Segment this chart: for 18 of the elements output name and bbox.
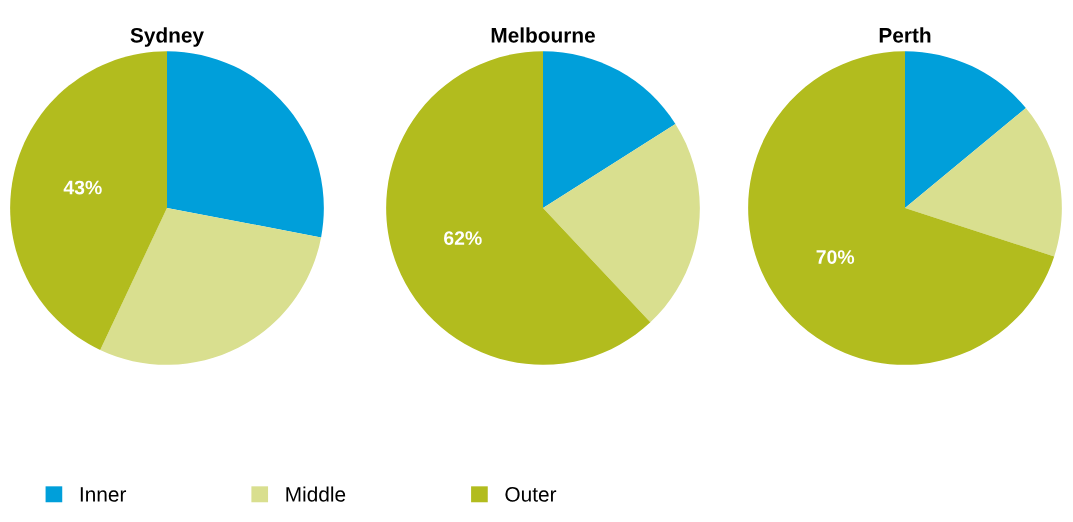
chart-title: Sydney xyxy=(130,27,204,47)
legend-label: Outer xyxy=(505,486,557,502)
pie-slice xyxy=(386,51,651,365)
pie-slice xyxy=(167,51,324,238)
pie-slice xyxy=(100,208,322,365)
pie-slice xyxy=(905,51,1026,208)
pie-slice xyxy=(905,108,1062,257)
data-label: 43% xyxy=(63,180,102,195)
pie-slice xyxy=(543,51,676,208)
pie-slice xyxy=(748,51,1055,365)
chart-title: Perth xyxy=(879,27,931,43)
pie-slice xyxy=(10,51,167,350)
data-label: 70% xyxy=(816,250,855,264)
legend-label: Inner xyxy=(80,487,127,502)
data-label: 62% xyxy=(444,231,482,245)
pie-slice xyxy=(543,123,700,323)
legend-label: Middle xyxy=(286,486,346,502)
chart-title: Melbourne xyxy=(491,27,595,43)
